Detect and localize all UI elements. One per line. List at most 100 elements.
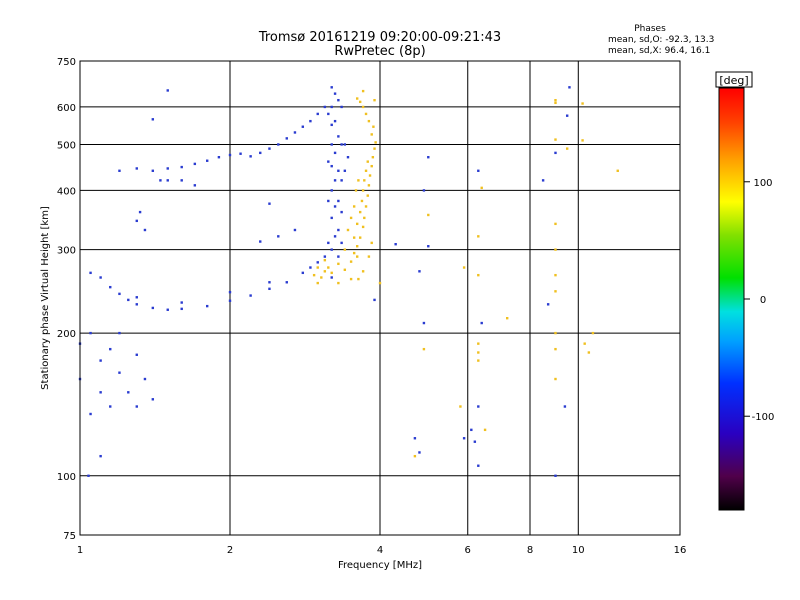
x-axis-label: Frequency [MHz]	[338, 560, 422, 571]
data-point	[333, 92, 337, 95]
data-point	[473, 440, 477, 443]
data-point	[217, 156, 221, 159]
data-point	[349, 260, 353, 263]
data-point	[343, 248, 347, 251]
data-point	[340, 210, 343, 214]
data-point	[135, 219, 138, 223]
data-point	[259, 240, 262, 243]
data-point	[477, 405, 480, 408]
data-point	[337, 98, 340, 102]
data-point	[568, 86, 571, 89]
data-point	[118, 292, 121, 296]
data-point	[330, 189, 333, 192]
data-point	[330, 105, 333, 109]
data-point	[316, 261, 319, 264]
data-point	[361, 89, 365, 93]
data-point	[87, 474, 90, 477]
data-point	[565, 114, 569, 117]
data-point	[340, 105, 343, 109]
data-point	[166, 89, 169, 92]
data-point	[354, 189, 358, 192]
data-point	[349, 216, 353, 220]
data-point	[346, 228, 350, 232]
data-point	[355, 255, 359, 258]
data-point	[358, 100, 362, 104]
y-tick-label: 400	[57, 186, 76, 197]
data-point	[159, 179, 162, 182]
data-point	[330, 216, 333, 220]
x-tick-label: 16	[674, 545, 687, 556]
x-tick-label: 8	[527, 545, 533, 556]
x-tick-label: 10	[572, 545, 585, 556]
y-tick-label: 75	[63, 531, 76, 542]
data-point	[462, 437, 466, 440]
data-point	[363, 216, 366, 220]
data-point	[330, 248, 333, 251]
data-point	[554, 377, 557, 381]
data-point	[583, 342, 586, 345]
colorbar-label: [deg]	[719, 74, 748, 87]
data-point	[554, 331, 557, 335]
data-point	[581, 139, 584, 142]
data-point	[323, 258, 327, 262]
y-tick-label: 500	[57, 140, 76, 151]
data-point	[337, 255, 340, 258]
data-point	[327, 160, 330, 163]
data-point	[333, 179, 337, 182]
data-point	[327, 112, 330, 116]
data-point	[333, 119, 337, 123]
data-point	[554, 222, 557, 226]
data-point	[320, 276, 323, 279]
data-point	[378, 281, 382, 285]
data-point	[180, 165, 183, 169]
data-point	[480, 321, 483, 325]
data-point	[373, 298, 376, 302]
data-point	[363, 179, 366, 182]
data-point	[118, 169, 121, 172]
data-point	[293, 228, 297, 232]
data-point	[333, 235, 337, 238]
data-point	[228, 299, 232, 302]
data-point	[285, 281, 288, 284]
data-point	[361, 225, 365, 229]
data-point	[166, 167, 169, 170]
data-point	[355, 245, 359, 248]
data-point	[413, 437, 417, 440]
data-point	[372, 125, 375, 128]
data-point	[352, 205, 356, 208]
data-point	[505, 317, 509, 320]
data-point	[427, 156, 430, 159]
data-point	[118, 331, 121, 335]
data-point	[394, 243, 397, 246]
data-point	[330, 271, 333, 275]
data-point	[357, 179, 360, 182]
data-point	[364, 205, 368, 208]
x-tick-label: 4	[377, 545, 383, 556]
data-point	[373, 98, 376, 102]
data-point	[228, 153, 232, 157]
data-point	[370, 133, 373, 136]
y-tick-label: 750	[57, 57, 76, 68]
colorbar-tick-label: 100	[753, 178, 772, 189]
data-point	[477, 169, 480, 172]
data-point	[477, 351, 480, 354]
data-point	[349, 277, 353, 281]
data-point	[180, 179, 183, 182]
x-tick-label: 6	[465, 545, 471, 556]
x-tick-labels: 1 2 4 6 8 10 16	[77, 545, 687, 556]
data-point	[330, 276, 333, 279]
data-point	[151, 398, 155, 401]
x-tick-label: 2	[227, 545, 233, 556]
data-point	[554, 273, 557, 277]
data-point	[323, 255, 327, 258]
data-point	[99, 391, 102, 394]
data-point	[554, 347, 557, 351]
data-point	[239, 152, 242, 155]
grid-lines	[80, 61, 680, 535]
data-point	[135, 405, 138, 408]
data-point	[477, 464, 480, 467]
data-point	[337, 228, 340, 232]
data-point	[143, 228, 147, 232]
data-point	[361, 105, 365, 109]
data-point	[205, 159, 209, 162]
